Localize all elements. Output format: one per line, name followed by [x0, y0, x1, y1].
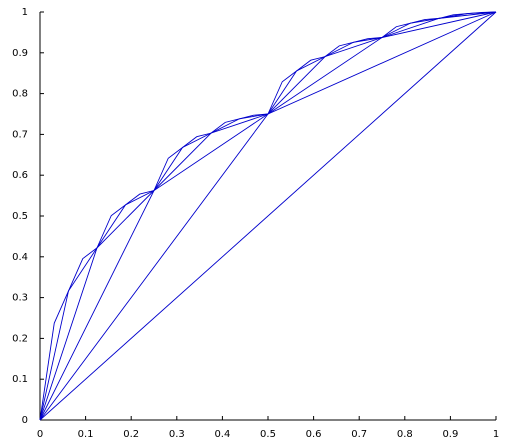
y-tick-label: 0.2 [12, 333, 28, 344]
y-tick-label: 0.5 [12, 211, 28, 222]
y-tick-label: 0.8 [12, 89, 28, 100]
x-tick-label: 0.1 [78, 429, 94, 440]
y-tick-label: 0.9 [12, 48, 28, 59]
x-tick-label: 0.5 [260, 429, 276, 440]
x-tick-label: 0.4 [214, 429, 230, 440]
y-tick-label: 0.4 [12, 252, 28, 263]
x-tick-label: 0.6 [306, 429, 322, 440]
x-tick-label: 0.8 [397, 429, 413, 440]
y-tick-label: 0.6 [12, 170, 28, 181]
y-tick-label: 0.1 [12, 374, 28, 385]
x-tick-label: 0.3 [169, 429, 185, 440]
x-tick-label: 1 [493, 429, 499, 440]
curve-line [39, 11, 497, 421]
x-tick-label: 0.2 [123, 429, 139, 440]
y-tick-label: 1 [22, 7, 28, 18]
x-tick-label: 0 [37, 429, 43, 440]
y-tick-label: 0 [22, 415, 28, 426]
curve-line [39, 11, 497, 421]
x-tick-label: 0.9 [442, 429, 458, 440]
y-tick-label: 0.7 [12, 129, 28, 140]
x-tick-label: 0.7 [351, 429, 367, 440]
y-tick-label: 0.3 [12, 293, 28, 304]
